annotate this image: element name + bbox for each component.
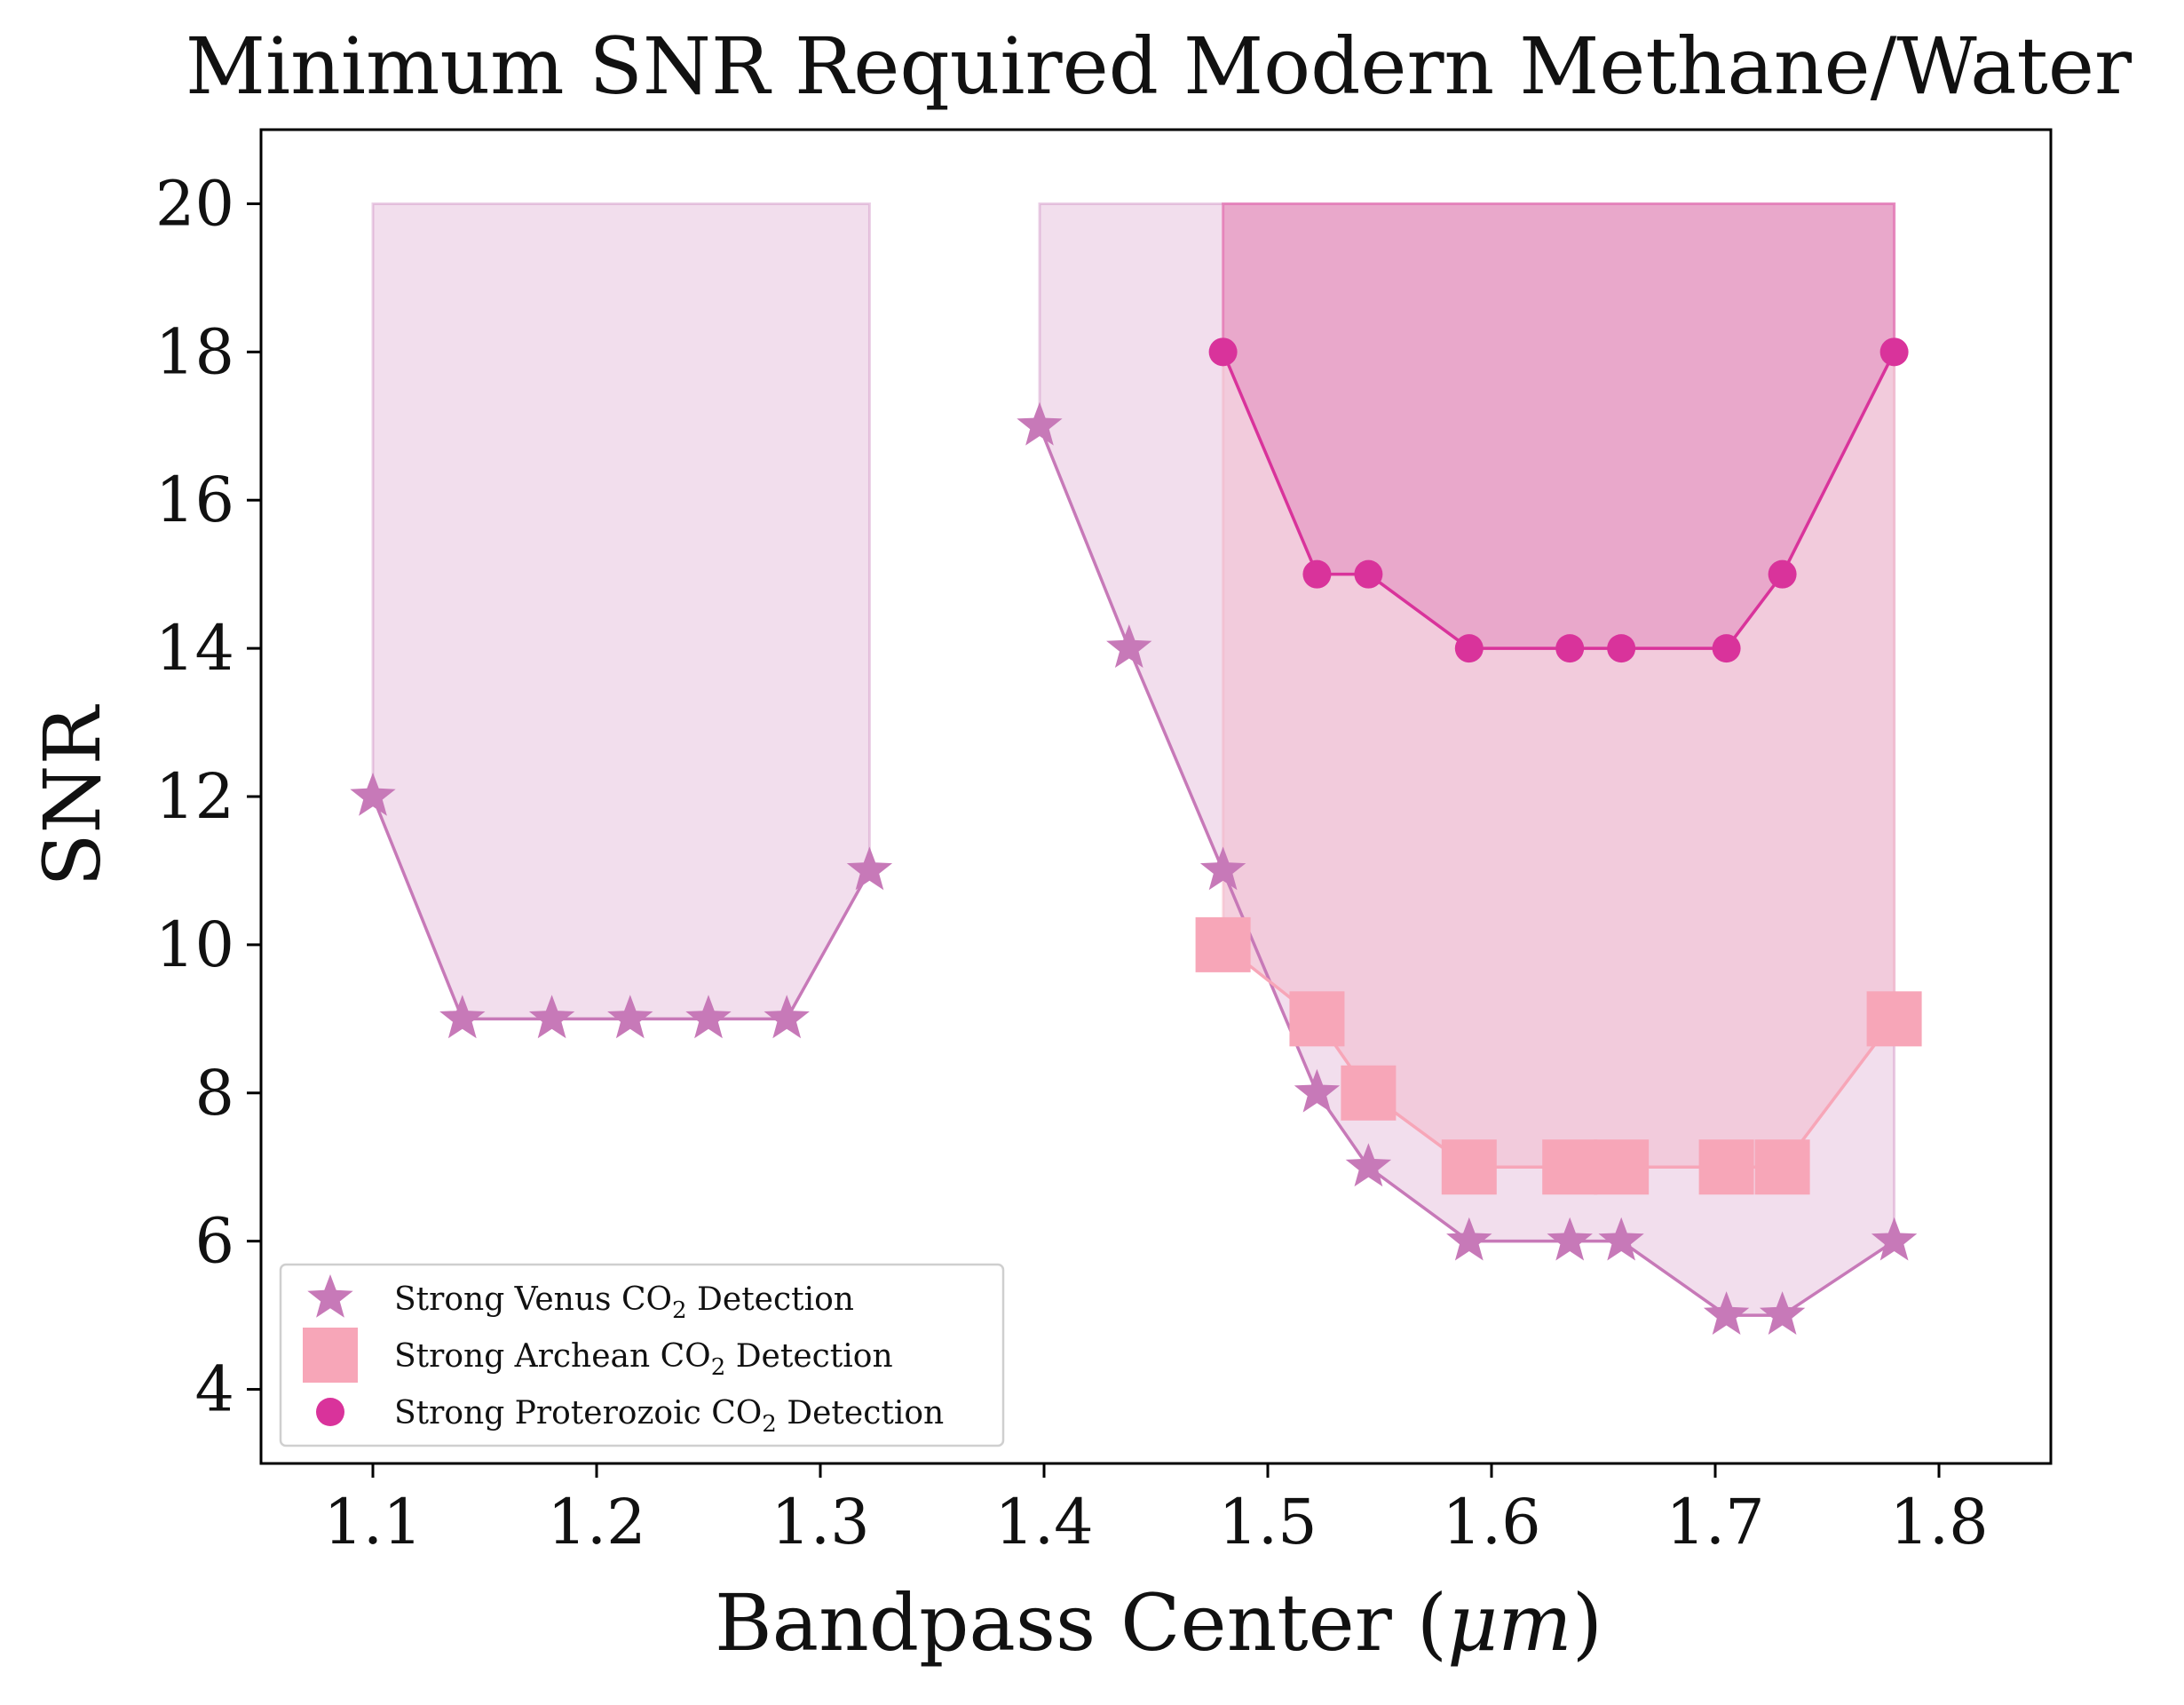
data-point-square [1754, 1139, 1810, 1195]
data-point-star [764, 995, 810, 1039]
legend: Strong Venus CO2 Detection Strong Archean… [279, 1263, 1005, 1447]
legend-item: Strong Venus CO2 Detection [307, 1274, 854, 1324]
data-point-star [685, 995, 732, 1039]
legend-label: Strong Archean CO2 Detection [394, 1338, 893, 1381]
data-point-star [1703, 1291, 1750, 1335]
data-point-star [439, 995, 486, 1039]
data-point-circle [1302, 559, 1332, 589]
y-tick-label: 8 [194, 1057, 234, 1130]
x-axis: 1.1 1.2 1.3 1.4 1.5 1.6 1.7 1.8 [323, 1463, 1989, 1558]
y-tick-label: 10 [155, 908, 234, 981]
legend-label: Strong Proterozoic CO2 Detection [394, 1395, 944, 1438]
data-point-square [1441, 1139, 1497, 1195]
y-tick-label: 18 [155, 315, 234, 388]
legend-box [279, 1263, 1005, 1447]
data-point-star [607, 995, 653, 1039]
x-tick-label: 1.5 [1218, 1486, 1317, 1558]
y-tick-label: 14 [155, 612, 234, 685]
y-tick-label: 12 [155, 760, 234, 833]
legend-marker-square [303, 1328, 358, 1383]
data-point-square [1866, 991, 1922, 1047]
x-tick-label: 1.4 [994, 1486, 1093, 1558]
data-point-circle [1712, 634, 1741, 663]
data-point-circle [1208, 337, 1238, 367]
fill-region-star-0 [371, 202, 871, 1020]
data-point-star [1547, 1217, 1593, 1261]
x-axis-label: Bandpass Center (μm) [715, 1577, 1602, 1669]
data-point-star [846, 846, 893, 891]
data-point-circle [1555, 634, 1585, 663]
data-point-star [1294, 1068, 1341, 1113]
data-point-square [1289, 991, 1345, 1047]
legend-marker-circle [316, 1398, 344, 1426]
x-axis-label-text: Bandpass Center ( [715, 1577, 1447, 1669]
y-tick-label: 6 [194, 1205, 234, 1278]
data-point-star [350, 773, 396, 816]
x-axis-label-close: ) [1572, 1577, 1602, 1669]
data-point-star [1106, 624, 1152, 668]
y-axis: 4 6 8 10 12 14 16 18 20 [155, 167, 261, 1426]
data-point-circle [1454, 634, 1484, 663]
data-point-star [1345, 1143, 1392, 1187]
data-point-square [1594, 1139, 1650, 1195]
data-point-circle [1879, 337, 1909, 367]
data-point-square [1542, 1139, 1598, 1195]
legend-label: Strong Venus CO2 Detection [394, 1281, 854, 1324]
y-tick-label: 20 [155, 167, 234, 240]
data-point-star [1759, 1291, 1806, 1335]
data-point-star [528, 995, 575, 1039]
data-point-circle [1607, 634, 1636, 663]
data-point-star [1871, 1217, 1918, 1261]
data-point-square [1195, 916, 1251, 972]
data-point-star [1199, 846, 1246, 891]
x-tick-label: 1.8 [1889, 1486, 1988, 1558]
data-point-square [1698, 1139, 1754, 1195]
legend-item: Strong Proterozoic CO2 Detection [316, 1395, 944, 1438]
data-point-circle [1354, 559, 1383, 589]
chart-title: Minimum SNR Required Modern Methane/Wate… [186, 20, 2133, 112]
x-tick-label: 1.6 [1442, 1486, 1540, 1558]
x-tick-label: 1.2 [547, 1486, 645, 1558]
y-axis-label: SNR [27, 703, 118, 886]
y-tick-label: 16 [155, 464, 234, 536]
x-tick-label: 1.1 [323, 1486, 422, 1558]
data-point-star [1598, 1217, 1644, 1261]
y-tick-label: 4 [194, 1353, 234, 1426]
data-point-circle [1768, 559, 1797, 589]
x-tick-label: 1.7 [1666, 1486, 1764, 1558]
data-point-star [1446, 1217, 1492, 1261]
x-axis-label-unit: μm [1447, 1577, 1572, 1669]
data-point-square [1341, 1065, 1397, 1121]
legend-item: Strong Archean CO2 Detection [303, 1328, 893, 1383]
x-tick-label: 1.3 [771, 1486, 869, 1558]
data-point-star [1017, 401, 1063, 446]
plot-area [350, 202, 1922, 1335]
legend-marker-star [307, 1274, 353, 1318]
